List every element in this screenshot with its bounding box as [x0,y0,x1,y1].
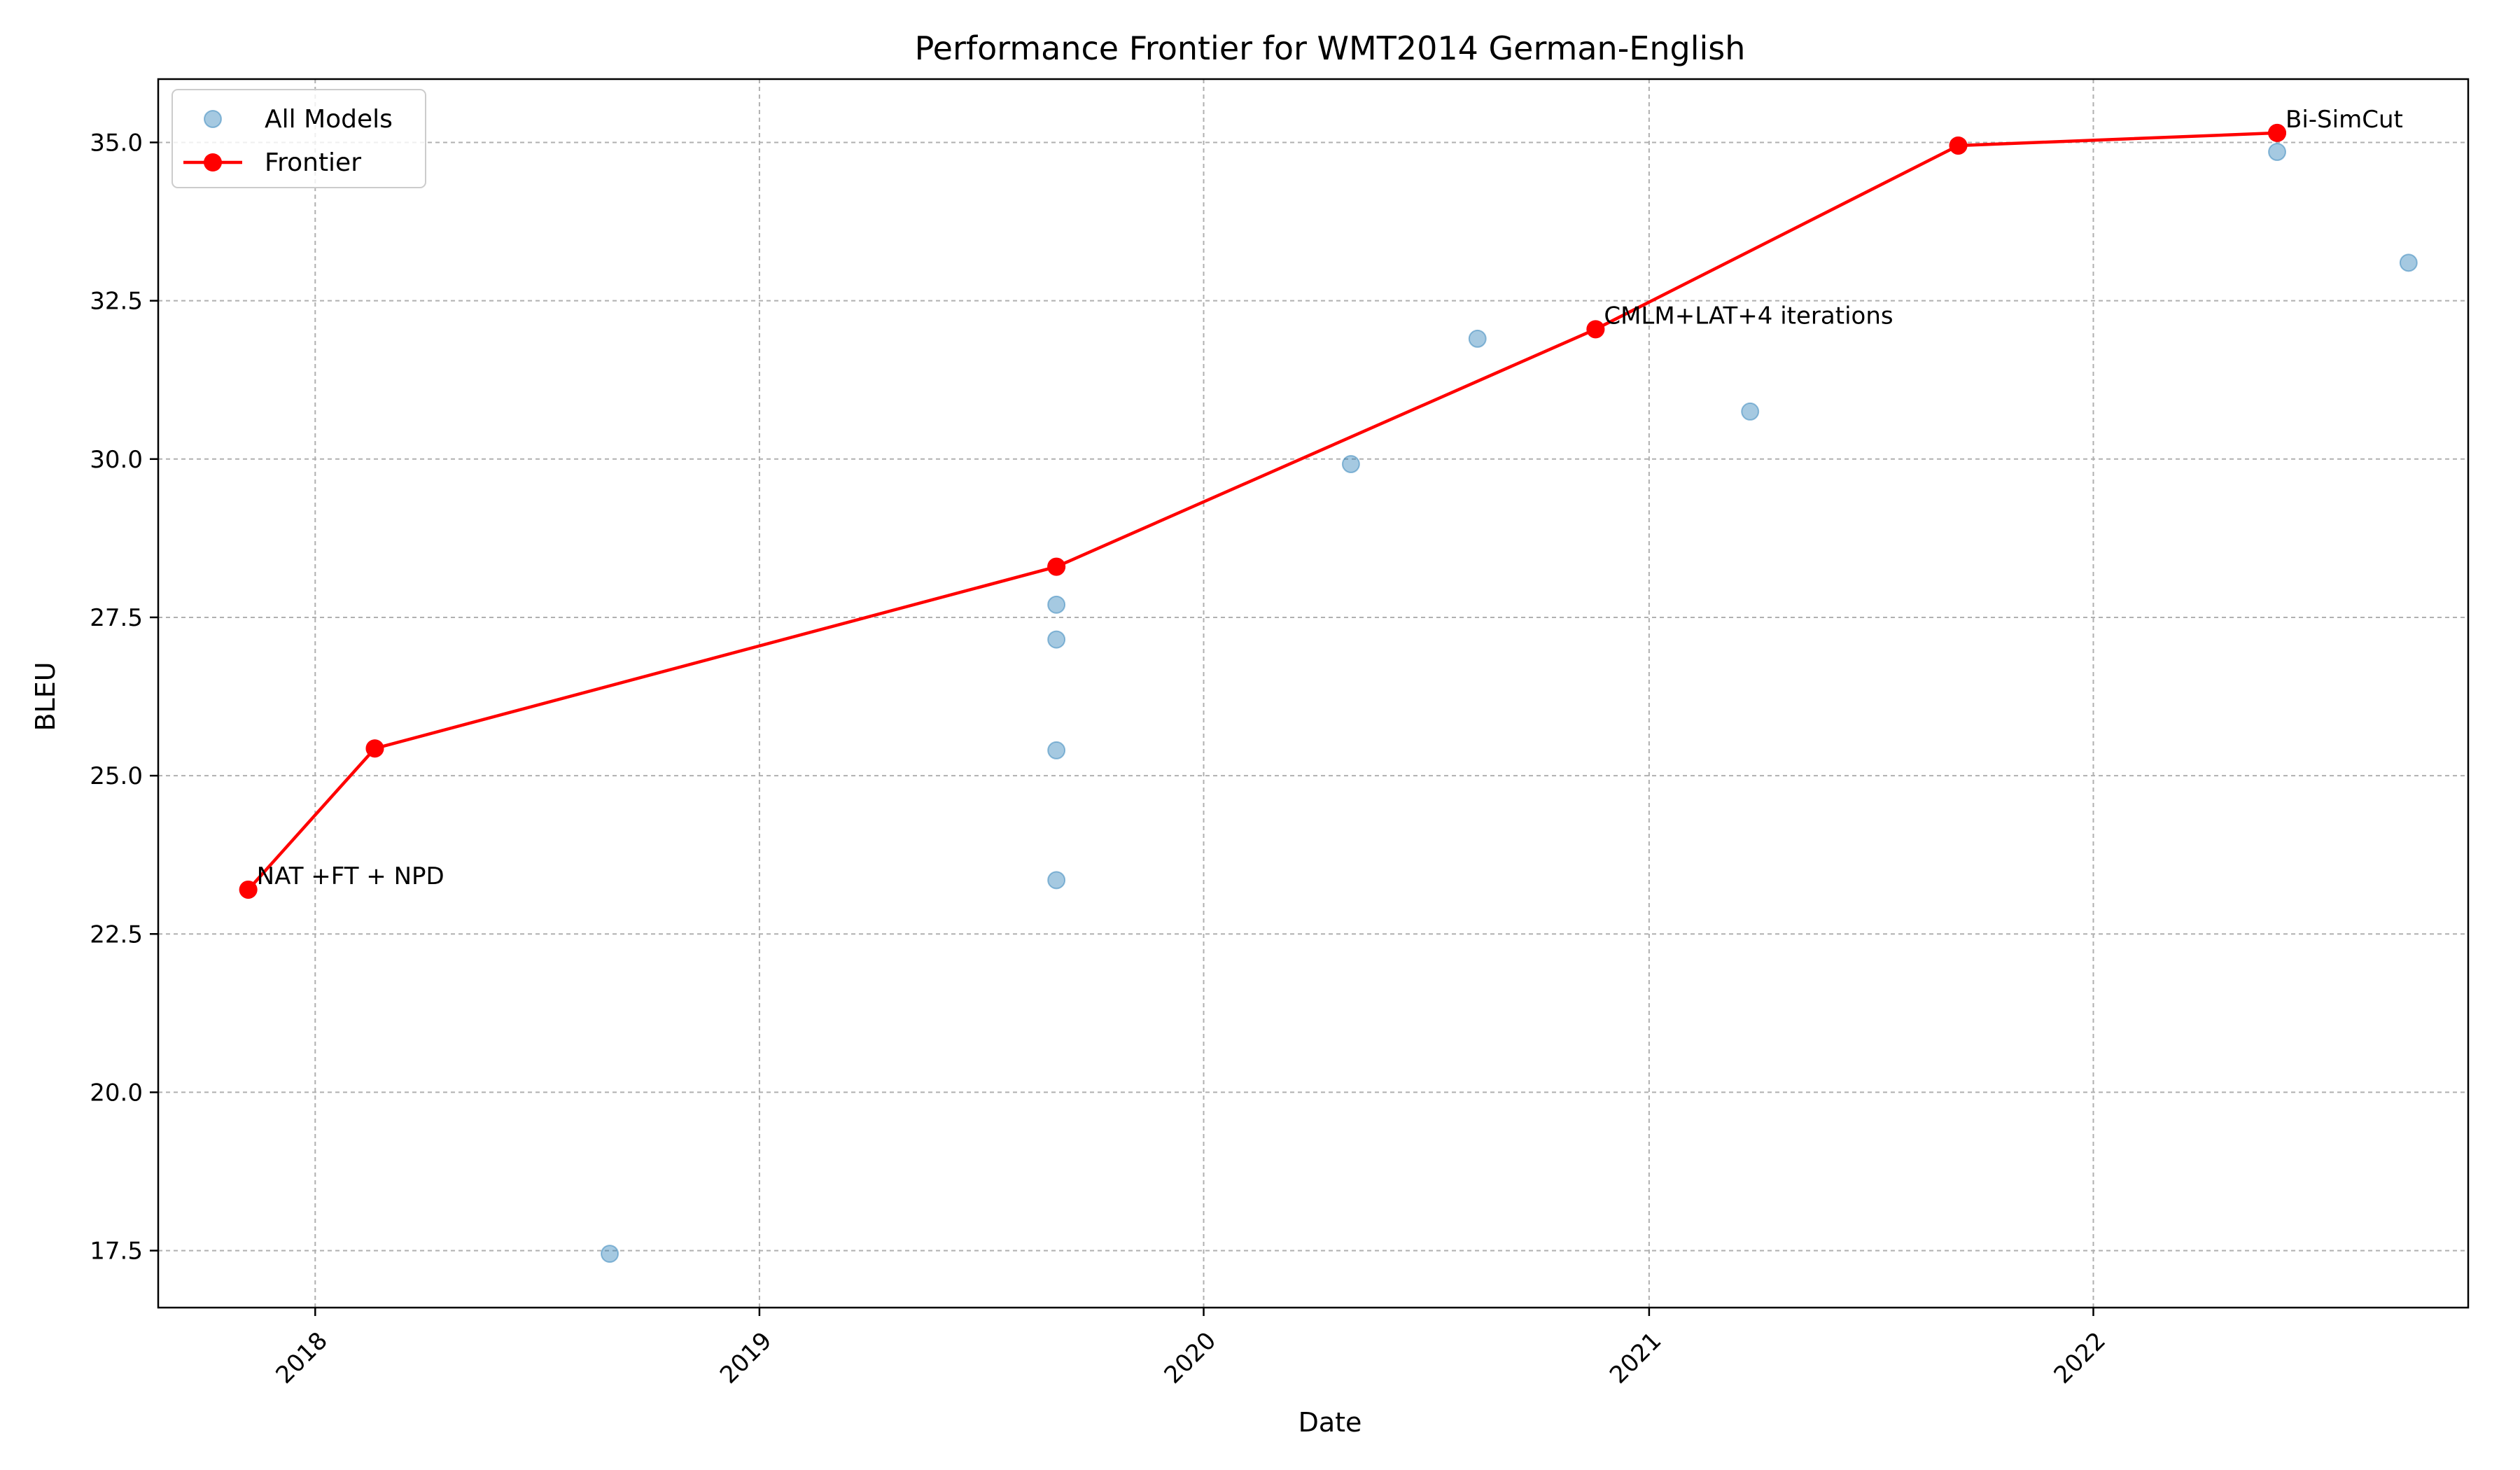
legend-label-all-models: All Models [265,105,393,134]
scatter-point [1047,630,1066,649]
scatter-point [1047,871,1066,890]
scatter-point [1047,595,1066,614]
frontier-point [365,739,384,758]
x-axis-label: Date [1298,1407,1362,1438]
y-tick-label: 32.5 [90,288,143,316]
annotation-layer: NAT +FT + NPD CMLM+LAT+4 iterations Bi-Sim… [257,106,2403,890]
y-tick-label: 30.0 [90,446,143,474]
annotation-label: Bi-SimCut [2286,106,2403,134]
data-layer [239,123,2418,1264]
legend: All Models Frontier [172,89,426,188]
legend-label-frontier: Frontier [265,148,361,177]
y-tick-label: 27.5 [90,604,143,632]
frontier-point [239,880,258,899]
y-tick-label: 17.5 [90,1238,143,1266]
scatter-point [1741,402,1760,421]
y-axis-label: BLEU [30,662,61,731]
scatter-point [1341,455,1360,474]
chart-title: Performance Frontier for WMT2014 German-… [915,29,1746,67]
annotation-label: CMLM+LAT+4 iterations [1604,302,1893,330]
scatter-point [1047,741,1066,760]
scatter-point [1468,329,1487,348]
scatter-point [601,1245,620,1264]
y-tick-label: 20.0 [90,1079,143,1107]
legend-marker-frontier [204,153,222,172]
frontier-point [2268,123,2287,142]
scatter-point [2268,143,2287,162]
annotation-label: NAT +FT + NPD [257,862,444,890]
frontier-point [1949,136,1968,155]
frontier-point [1586,320,1605,339]
scatter-point [2399,253,2418,272]
y-tick-label: 25.0 [90,762,143,790]
grid-layer [158,79,2468,1308]
plot-frame [157,78,2470,1309]
frontier-point [1047,557,1066,576]
frontier-line [247,131,2278,891]
y-tick-label: 22.5 [90,920,143,948]
legend-marker-all-models [204,110,222,128]
y-tick-label: 35.0 [90,129,143,157]
